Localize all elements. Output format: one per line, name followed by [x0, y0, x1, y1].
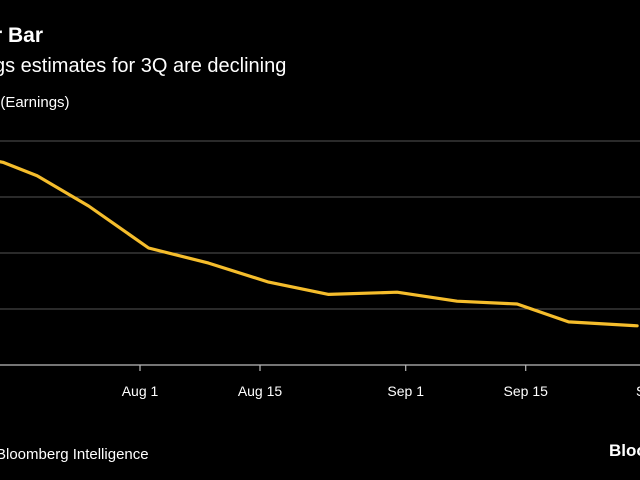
x-tick-label-2: Sep 1 [387, 383, 424, 399]
chart-title: r Bar [0, 24, 44, 47]
chart-subtitle: gs estimates for 3Q are declining [0, 55, 287, 77]
bloomberg-logo: Bloo [609, 441, 640, 460]
x-axis-tick-labels: Aug 1 Aug 15 Sep 1 Sep 15 Sep 2 [122, 383, 640, 399]
earnings-series-line [0, 160, 639, 328]
x-tick-label-4: Sep 2 [636, 383, 640, 399]
gridlines [0, 140, 640, 310]
x-tick-label-3: Sep 15 [504, 383, 549, 399]
source-note: Bloomberg Intelligence [0, 446, 149, 463]
x-axis-ticks [139, 365, 527, 371]
y-axis-unit-label: 4(Earnings) [0, 94, 70, 111]
x-tick-label-0: Aug 1 [122, 383, 159, 399]
x-tick-label-1: Aug 15 [238, 383, 283, 399]
